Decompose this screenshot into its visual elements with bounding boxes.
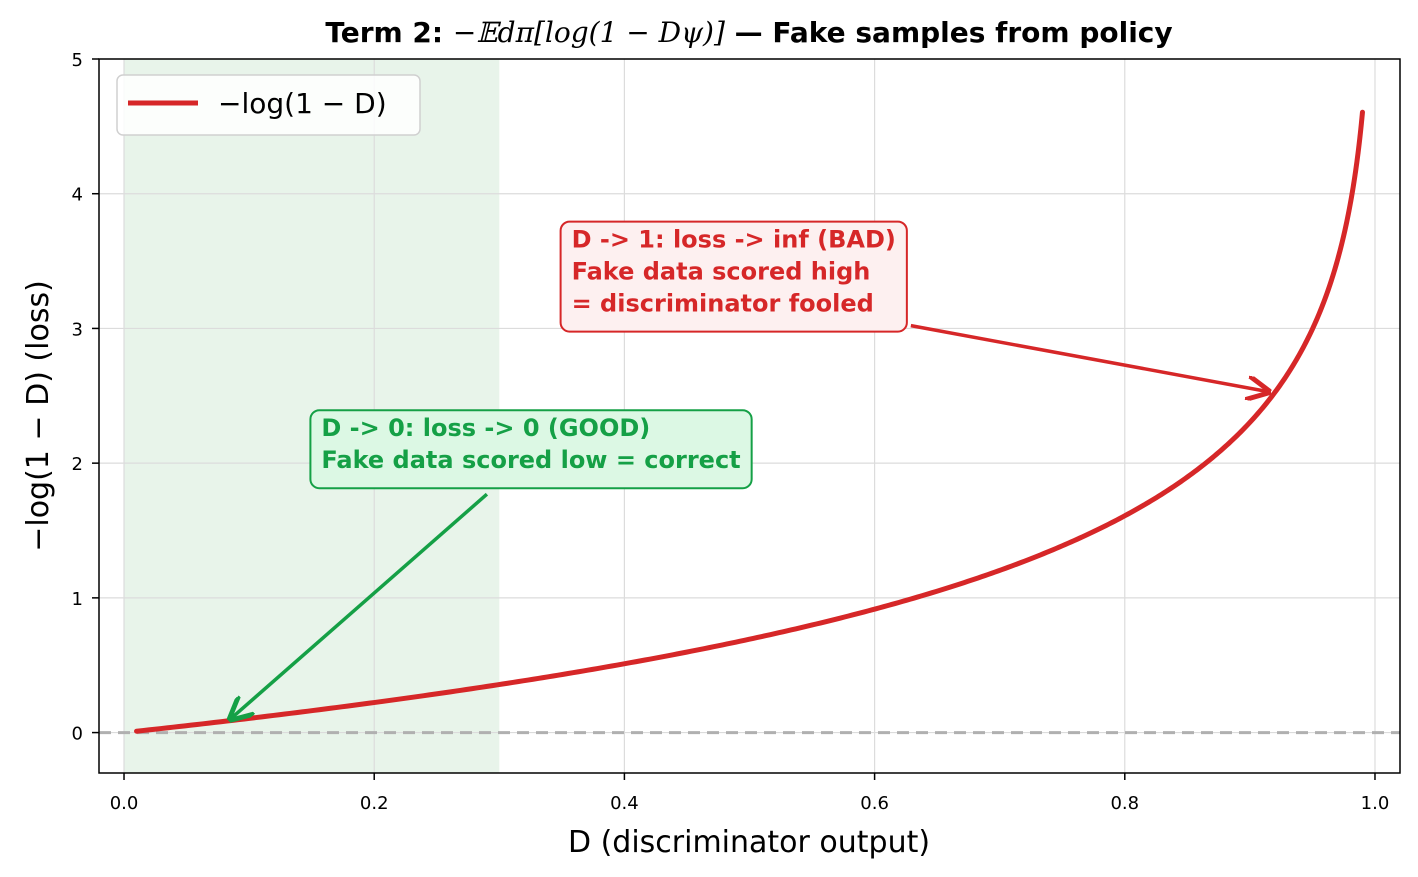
chart-title-suffix: — Fake samples from policy <box>725 16 1173 49</box>
chart-title: Term 2: −𝔼dπ[log(1 − Dψ)] — Fake samples… <box>325 16 1172 49</box>
annotation-arrow <box>910 323 1269 392</box>
x-tick-label: 0.0 <box>110 793 139 814</box>
legend: −log(1 − D) <box>116 74 421 136</box>
x-tick-label: 0.8 <box>1110 793 1139 814</box>
annotation-bad: D -> 1: loss -> inf (BAD) Fake data score… <box>559 220 1269 392</box>
annotation-box <box>309 409 753 490</box>
y-tick-label: 5 <box>72 50 83 71</box>
annotation-line: D -> 1: loss -> inf (BAD) <box>572 226 896 254</box>
chart-title-prefix: Term 2: <box>325 16 453 49</box>
legend-box <box>116 74 421 136</box>
series-layer <box>134 109 1365 734</box>
y-axis-ticks: 0 1 2 3 4 5 <box>72 50 99 745</box>
y-tick-label: 3 <box>72 319 83 340</box>
x-axis-ticks: 0.0 0.2 0.4 0.6 0.8 1.0 <box>110 773 1390 814</box>
x-axis-label: D (discriminator output) <box>568 825 930 860</box>
x-tick-label: 0.4 <box>610 793 639 814</box>
legend-label: −log(1 − D) <box>218 87 387 120</box>
annotation-line: Fake data scored high <box>572 258 871 286</box>
y-tick-label: 4 <box>72 185 83 206</box>
annotation-arrow <box>230 492 489 719</box>
y-tick-label: 2 <box>72 454 83 475</box>
x-tick-label: 0.2 <box>360 793 389 814</box>
annotation-good: D -> 0: loss -> 0 (GOOD) Fake data scored… <box>230 409 753 719</box>
y-axis-label: −log(1 − D) (loss) <box>21 280 56 552</box>
loss-curve <box>134 109 1365 734</box>
annotation-line: = discriminator fooled <box>572 290 874 318</box>
annotation-box <box>559 220 908 333</box>
plot-frame <box>98 58 1401 774</box>
y-tick-label: 1 <box>72 589 83 610</box>
annotations: D -> 1: loss -> inf (BAD) Fake data score… <box>230 220 1269 720</box>
annotation-line: D -> 0: loss -> 0 (GOOD) <box>321 414 650 442</box>
chart-title-formula: −𝔼dπ[log(1 − Dψ)] <box>453 16 725 49</box>
x-tick-label: 1.0 <box>1361 793 1390 814</box>
y-tick-label: 0 <box>72 724 83 745</box>
x-tick-label: 0.6 <box>860 793 889 814</box>
annotation-line: Fake data scored low = correct <box>321 446 740 474</box>
